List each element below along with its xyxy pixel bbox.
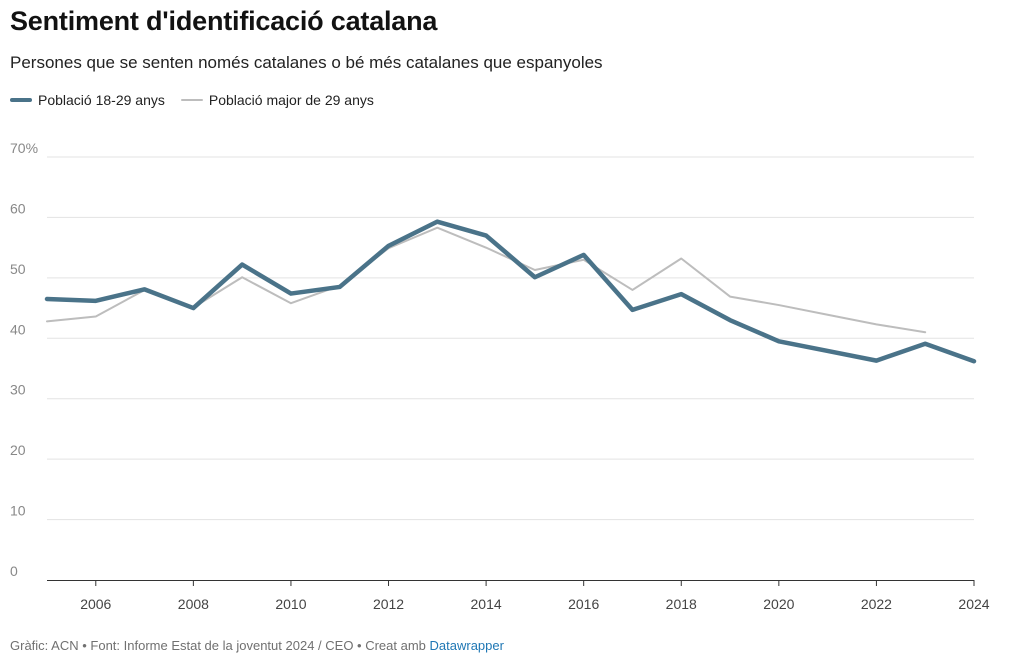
- y-tick-label-40: 40: [10, 321, 26, 337]
- gridlines: [47, 156, 974, 521]
- chart-legend: Població 18-29 anys Població major de 29…: [10, 92, 390, 108]
- datawrapper-link[interactable]: Datawrapper: [429, 638, 504, 653]
- y-tick-label-20: 20: [10, 442, 26, 458]
- x-tick-label-2018: 2018: [666, 596, 697, 612]
- x-tick-label-2016: 2016: [568, 596, 599, 612]
- footer-source-text: Gràfic: ACN • Font: Informe Estat de la …: [10, 638, 430, 653]
- legend-item-youth: Població 18-29 anys: [10, 92, 165, 108]
- y-tick-label-0: 0: [10, 563, 18, 579]
- legend-swatch-youth: [10, 98, 32, 102]
- x-tick-label-2006: 2006: [80, 596, 111, 612]
- x-tick-label-2012: 2012: [373, 596, 404, 612]
- x-tick-label-2010: 2010: [275, 596, 306, 612]
- x-axis: 2006 2008 2010 2012 2014 2016 2018 2020 2022 2024: [47, 580, 990, 612]
- y-tick-label-60: 60: [10, 200, 26, 216]
- chart-footer: Gràfic: ACN • Font: Informe Estat de la …: [10, 638, 504, 653]
- series-lines: [44, 219, 977, 364]
- legend-label-youth: Població 18-29 anys: [38, 92, 165, 108]
- x-tick-label-2022: 2022: [861, 596, 892, 612]
- x-tick-label-2014: 2014: [471, 596, 502, 612]
- x-tick-label-2024: 2024: [958, 596, 989, 612]
- y-tick-label-10: 10: [10, 503, 26, 519]
- legend-swatch-adults: [180, 99, 203, 101]
- chart-subtitle: Persones que se senten només catalanes o…: [10, 53, 603, 72]
- y-tick-label-50: 50: [10, 261, 26, 277]
- legend-label-adults: Població major de 29 anys: [208, 92, 374, 108]
- y-axis-labels: 0 10 20 30 40 50 60 70%: [10, 140, 38, 579]
- legend-item-adults: Població major de 29 anys: [180, 92, 374, 108]
- series-line-youth: [44, 219, 977, 364]
- series-line-adults: [46, 226, 927, 334]
- x-tick-label-2008: 2008: [178, 596, 209, 612]
- y-tick-label-70: 70%: [10, 140, 38, 156]
- chart-title: Sentiment d'identificació catalana: [10, 6, 438, 36]
- y-tick-label-30: 30: [10, 382, 26, 398]
- x-tick-label-2020: 2020: [763, 596, 794, 612]
